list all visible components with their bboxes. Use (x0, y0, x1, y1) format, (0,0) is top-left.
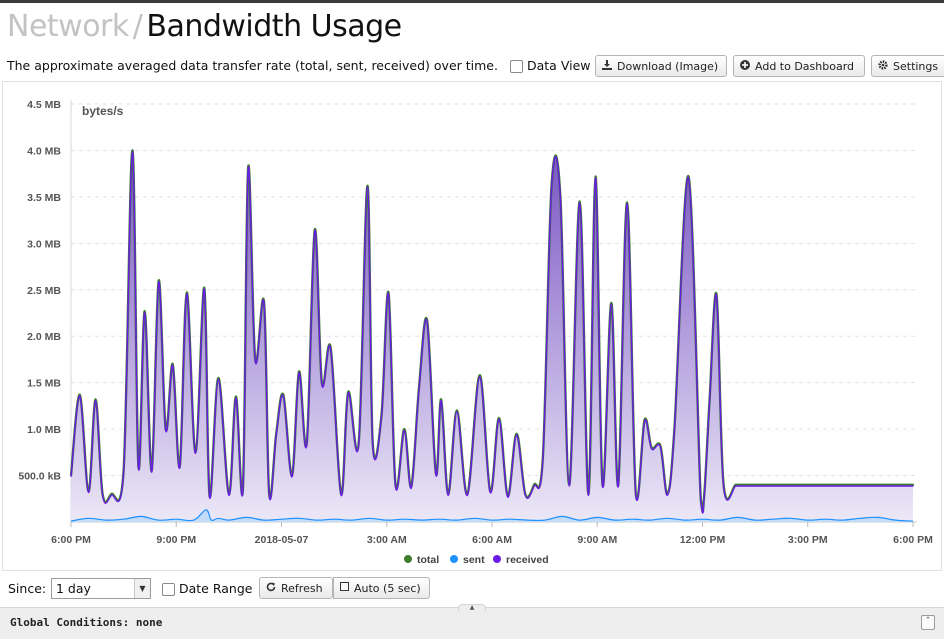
y-tick-label: 1.5 MB (27, 378, 61, 390)
settings-button[interactable]: Settings (871, 55, 944, 77)
x-tick-label: 6:00 PM (51, 534, 91, 546)
refresh-button[interactable]: Refresh (259, 577, 333, 599)
since-label: Since: (8, 581, 47, 596)
dashboard-label: Add to Dashboard (755, 59, 855, 73)
sent-line (70, 509, 914, 522)
legend-label-total: total (417, 554, 439, 566)
download-label: Download (Image) (617, 59, 719, 73)
since-value: 1 day (56, 581, 91, 596)
auto-refresh-button[interactable]: Auto (5 sec) (333, 577, 430, 599)
y-tick-label: 2.0 MB (27, 331, 61, 343)
legend-marker-sent (450, 555, 458, 563)
data-view-checkbox[interactable] (510, 60, 523, 73)
since-select[interactable]: 1 day ▼ (51, 578, 151, 599)
y-tick-label: 4.5 MB (27, 99, 61, 111)
y-tick-label: 4.0 MB (27, 145, 61, 157)
x-tick-label: 9:00 AM (577, 534, 617, 546)
y-tick-label: 1.0 MB (27, 424, 61, 436)
page-heading: Bandwidth Usage (146, 9, 402, 44)
gear-icon (878, 59, 888, 73)
y-axis-label: bytes/s (82, 104, 124, 118)
date-range-checkbox[interactable] (162, 583, 175, 596)
chevron-down-icon[interactable]: ▼ (134, 579, 150, 598)
date-range-label[interactable]: Date Range (179, 581, 253, 596)
legend-marker-total (404, 555, 412, 563)
add-to-dashboard-button[interactable]: Add to Dashboard (733, 55, 865, 77)
y-tick-label: 3.5 MB (27, 192, 61, 204)
breadcrumb-separator: / (132, 9, 143, 44)
breadcrumb-network[interactable]: Network (7, 9, 129, 44)
top-border (0, 0, 944, 3)
y-tick-label: 500.0 kB (18, 471, 61, 483)
page-title: Network / Bandwidth Usage (7, 8, 402, 46)
chart-panel: 500.0 kB 1.0 MB 1.5 MB 2.0 MB 2.5 MB 3.0 MB 3.… (2, 81, 942, 571)
received-line (70, 150, 914, 514)
auto-refresh-label: Auto (5 sec) (354, 581, 421, 595)
time-controls: Since: 1 day ▼ Date Range Refresh Auto (… (0, 576, 944, 602)
y-tick-label: 2.5 MB (27, 285, 61, 297)
x-tick-label: 12:00 PM (680, 534, 726, 546)
sent-area (71, 509, 913, 522)
global-conditions-label: Global Conditions: none (10, 616, 163, 629)
bandwidth-chart: 500.0 kB 1.0 MB 1.5 MB 2.0 MB 2.5 MB 3.0 MB 3.… (18, 99, 933, 566)
chart-description: The approximate averaged data transfer r… (7, 58, 498, 73)
x-tick-label: 2018-05-07 (255, 534, 309, 546)
download-icon (602, 59, 612, 73)
refresh-icon (266, 582, 276, 595)
x-tick-label: 9:00 PM (156, 534, 196, 546)
x-tick-label: 6:00 PM (893, 534, 933, 546)
global-conditions-bar: ▲ Global Conditions: none ˆ (0, 604, 944, 639)
refresh-label: Refresh (281, 581, 323, 595)
legend-marker-received (493, 555, 501, 563)
settings-label: Settings (893, 59, 939, 73)
chart-toolbar: The approximate averaged data transfer r… (0, 54, 944, 78)
collapse-handle[interactable]: ▲ (458, 604, 486, 611)
expand-icon[interactable]: ˆ (921, 615, 935, 630)
y-tick-label: 3.0 MB (27, 238, 61, 250)
data-view-label[interactable]: Data View (527, 58, 591, 73)
x-tick-label: 3:00 AM (367, 534, 407, 546)
plus-circle-icon (740, 59, 750, 73)
x-tick-label: 6:00 AM (472, 534, 512, 546)
checkbox-icon (340, 582, 349, 594)
x-tick-label: 3:00 PM (788, 534, 828, 546)
legend-label-sent: sent (463, 554, 485, 566)
received-area (71, 150, 913, 522)
download-image-button[interactable]: Download (Image) (595, 55, 727, 77)
legend-label-received: received (506, 554, 549, 566)
